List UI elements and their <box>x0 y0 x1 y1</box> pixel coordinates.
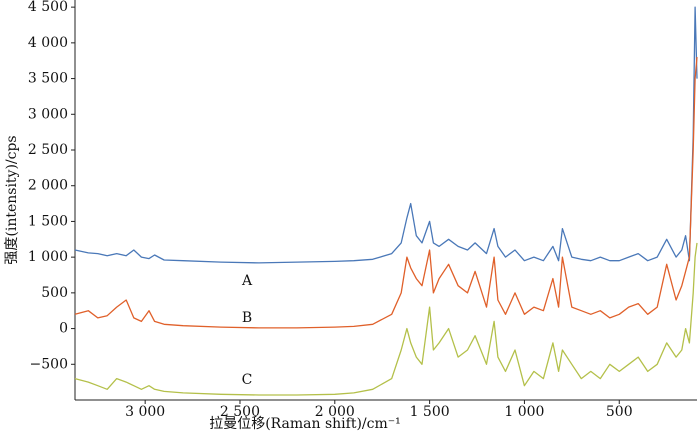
annotation: A <box>241 273 253 289</box>
y-tick-label: 2 500 <box>28 142 68 158</box>
y-axis-title: 强度(intensity)/cps <box>4 135 20 264</box>
x-tick-label: 2 000 <box>315 404 355 420</box>
x-tick-label: 1 500 <box>410 404 450 420</box>
y-tick-label: 1 500 <box>28 213 68 229</box>
series-line <box>74 6 698 264</box>
y-tick-label: 1 000 <box>28 249 68 265</box>
series-line <box>74 57 698 329</box>
y-tick-label: 4 500 <box>28 0 68 15</box>
x-tick-label: 500 <box>606 404 633 420</box>
annotation: B <box>242 310 252 326</box>
y-tick-label: 4 000 <box>28 35 68 51</box>
y-tick-label: 0 <box>59 321 68 337</box>
x-tick-label: 1 000 <box>504 404 544 420</box>
x-tick-label: 3 000 <box>125 404 165 420</box>
y-tick-label: 500 <box>41 285 68 301</box>
y-tick-label: 2 000 <box>28 178 68 194</box>
annotation: C <box>242 372 253 388</box>
y-tick-label: 3 000 <box>28 106 68 122</box>
y-tick-label: −500 <box>30 356 68 372</box>
series-line <box>74 242 698 396</box>
y-tick-label: 3 500 <box>28 71 68 87</box>
x-axis-title: 拉曼位移(Raman shift)/cm⁻¹ <box>209 416 401 432</box>
x-tick-label: 2 500 <box>220 404 260 420</box>
